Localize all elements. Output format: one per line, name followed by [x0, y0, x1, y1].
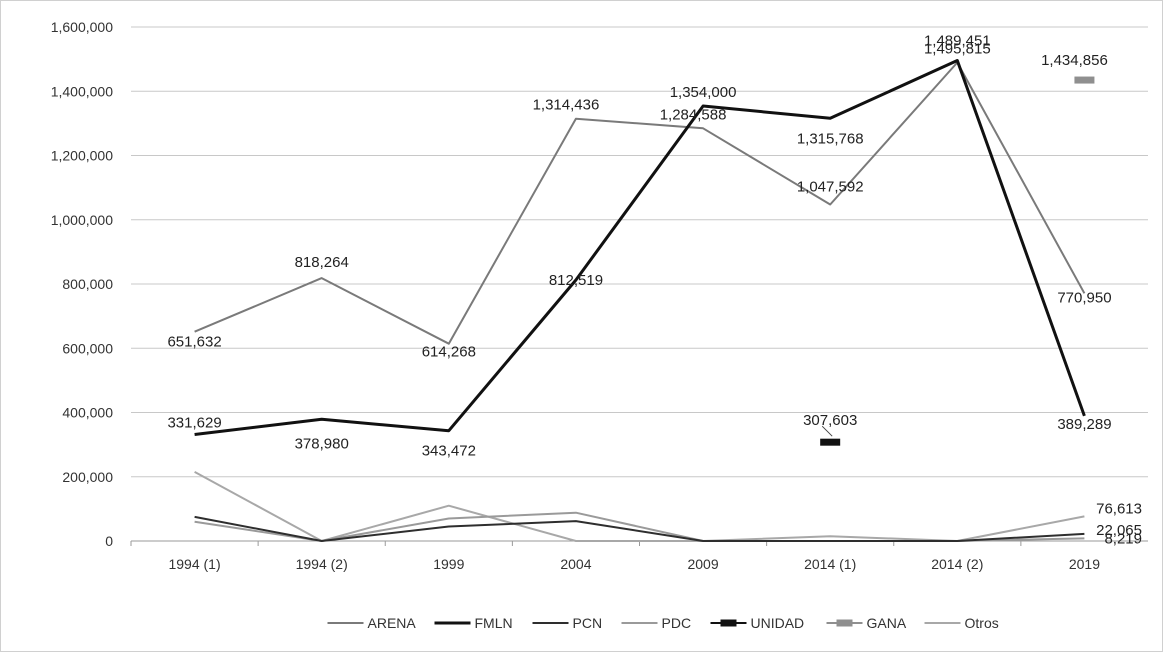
data-label-fmln: 1,315,768	[797, 130, 864, 147]
x-tick-label: 2014 (2)	[931, 556, 983, 572]
x-tick-label: 2014 (1)	[804, 556, 856, 572]
legend-swatch-marker	[836, 619, 853, 627]
data-labels: 651,632 818,264 614,268 1,314,436 1,284,588 1…	[167, 33, 1142, 548]
x-tick-label: 1994 (1)	[168, 556, 220, 572]
data-label-fmln: 1,354,000	[670, 84, 737, 101]
legend-item-gana: GANA	[826, 615, 907, 631]
y-tick-label: 1,000,000	[51, 212, 113, 228]
y-tick-label: 0	[105, 533, 113, 549]
x-tick-label: 2009	[687, 556, 718, 572]
legend-item-unidad: UNIDAD	[710, 615, 805, 631]
legend-item-pcn: PCN	[532, 615, 603, 631]
data-label-fmln: 343,472	[422, 443, 476, 460]
data-label-arena: 614,268	[422, 344, 476, 361]
series-group	[194, 59, 1095, 542]
legend-label: PCN	[573, 615, 603, 631]
legend-item-arena: ARENA	[327, 615, 417, 631]
data-label-arena: 1,047,592	[797, 178, 864, 195]
legend-label: PDC	[662, 615, 692, 631]
x-tick-label: 1994 (2)	[296, 556, 348, 572]
data-label-fmln: 331,629	[167, 414, 221, 431]
legend-item-fmln: FMLN	[434, 615, 513, 631]
legend-label: ARENA	[368, 615, 417, 631]
y-tick-label: 1,400,000	[51, 83, 113, 99]
x-tick-label: 2004	[560, 556, 591, 572]
y-tick-label: 1,600,000	[51, 19, 113, 35]
legend-label: Otros	[965, 615, 999, 631]
y-tick-label: 1,200,000	[51, 148, 113, 164]
y-tick-label: 400,000	[62, 405, 113, 421]
data-label-arena: 1,284,588	[660, 106, 727, 123]
label-leader-line	[821, 425, 833, 437]
data-label-pcn: 22,065	[1096, 522, 1142, 539]
legend-item-pdc: PDC	[621, 615, 692, 631]
series-line-arena	[194, 61, 1086, 345]
data-label-fmln: 812,519	[549, 272, 603, 289]
data-label-arena: 770,950	[1057, 289, 1111, 306]
legend-label: UNIDAD	[751, 615, 805, 631]
y-tick-label: 200,000	[62, 469, 113, 485]
marker-unidad	[820, 438, 841, 446]
data-label-arena: 1,314,436	[533, 97, 600, 114]
data-label-pdc: 8,219	[1104, 530, 1142, 547]
data-label-arena: 818,264	[295, 254, 349, 271]
legend: ARENA FMLN PCN PDC UNIDAD GANA Otros	[327, 615, 999, 631]
legend-swatch-marker	[720, 619, 737, 627]
y-axis: 0 200,000 400,000 600,000 800,000 1,000,000 1,…	[51, 19, 114, 549]
series-line-pdc	[194, 511, 1085, 542]
y-tick-label: 800,000	[62, 276, 113, 292]
series-line-pcn	[194, 515, 1085, 542]
marker-gana	[1074, 76, 1095, 84]
x-axis: 1994 (1) 1994 (2) 1999 2004 2009 2014 (1) 2014…	[130, 540, 1148, 572]
legend-label: GANA	[867, 615, 907, 631]
y-tick-label: 600,000	[62, 340, 113, 356]
x-tick-label: 1999	[433, 556, 464, 572]
data-label-unidad: 307,603	[803, 412, 857, 429]
series-line-fmln	[194, 59, 1086, 436]
legend-label: FMLN	[475, 615, 513, 631]
data-label-fmln: 389,289	[1057, 416, 1111, 433]
gridlines	[131, 26, 1148, 542]
legend-item-otros: Otros	[924, 615, 999, 631]
data-label-otros: 76,613	[1096, 500, 1142, 517]
data-label-fmln: 378,980	[295, 435, 349, 452]
data-label-fmln: 1,495,815	[924, 40, 991, 57]
data-label-arena: 1,489,451	[924, 33, 991, 50]
data-label-arena: 651,632	[167, 334, 221, 351]
data-label-gana: 1,434,856	[1041, 52, 1108, 69]
x-tick-label: 2019	[1069, 556, 1100, 572]
